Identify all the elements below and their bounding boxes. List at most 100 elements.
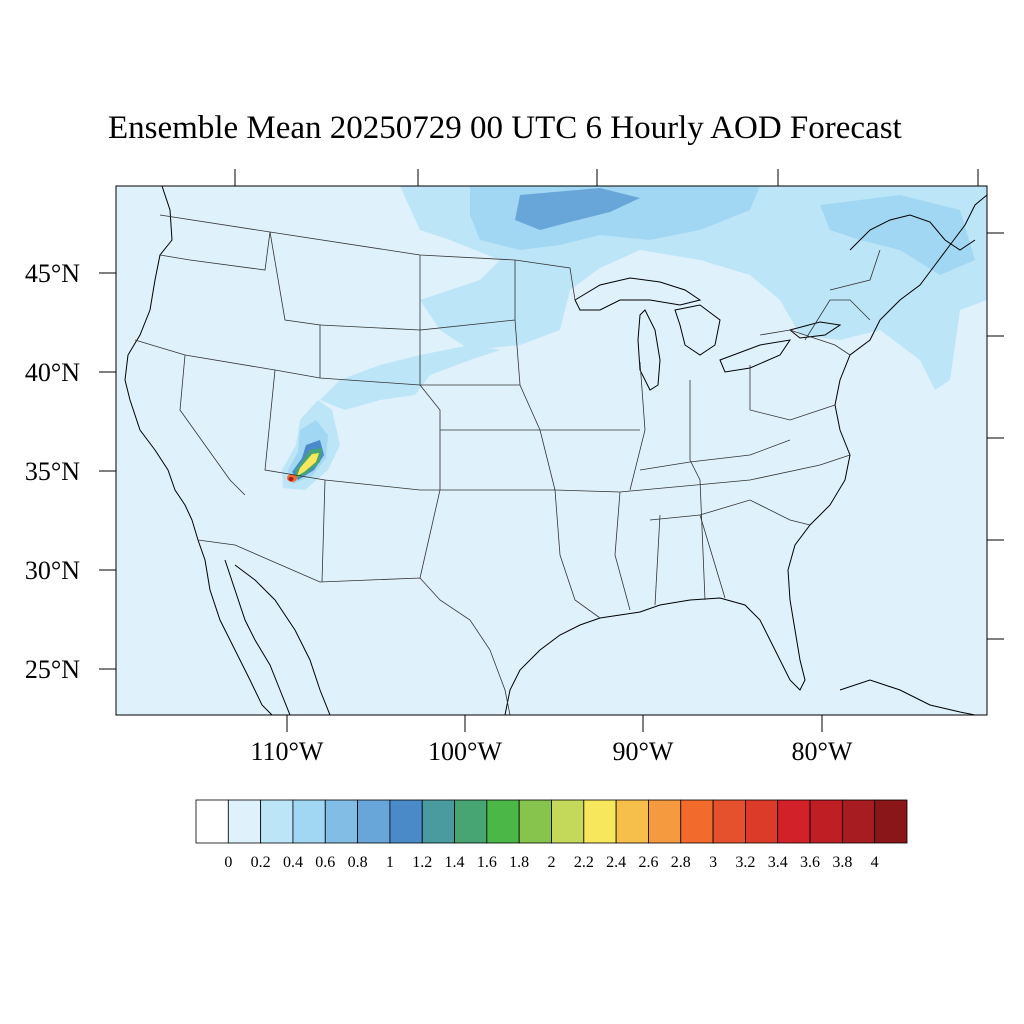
border-canada	[159, 214, 576, 301]
coastline-baja	[197, 539, 273, 715]
colorbar-swatch	[421, 799, 455, 844]
colorbar-swatch	[745, 799, 779, 844]
border-states-23	[759, 329, 851, 356]
coastline-west	[124, 186, 199, 541]
colorbar-tick-label: 2.2	[574, 854, 594, 871]
top-ticks	[234, 169, 979, 186]
colorbar-tick-label: 2.8	[671, 854, 691, 871]
fire-hotspot-red	[288, 477, 294, 481]
colorbar-swatch	[874, 799, 908, 844]
left-ticks	[99, 272, 116, 670]
colorbar-swatch	[518, 799, 552, 844]
bottom-ticks	[286, 715, 823, 732]
colorbar-swatch	[260, 799, 294, 844]
border-states-18	[639, 439, 791, 471]
coastline-cuba	[839, 679, 976, 715]
colorbar-tick-label: 1.6	[477, 854, 497, 871]
colorbar-swatch	[454, 799, 488, 844]
colorbar-tick-label: 3.4	[768, 854, 788, 871]
colorbar-tick-label: 0	[224, 854, 232, 871]
colorbar-tick-label: 2	[548, 854, 556, 871]
colorbar-tick-label: 1.4	[445, 854, 465, 871]
lon-label: 80°W	[792, 737, 853, 766]
colorbar-swatch	[389, 799, 423, 844]
colorbar-swatch	[648, 799, 682, 844]
colorbar-tick-label: 0.8	[348, 854, 368, 871]
smoke-band-central	[320, 345, 500, 410]
border-states-6	[419, 384, 441, 579]
border-states-9	[419, 255, 516, 331]
colorbar-swatch	[227, 799, 262, 844]
coastline-sonora	[234, 564, 331, 715]
colorbar-swatch	[551, 799, 585, 844]
map-frame	[115, 185, 988, 716]
border-states-8	[269, 231, 321, 378]
colorbar-swatch	[712, 799, 746, 844]
lon-labels: 110°W 100°W 90°W 80°W	[251, 737, 853, 766]
lake-superior	[574, 277, 702, 311]
lon-label: 100°W	[428, 737, 502, 766]
colorbar-tick-label: 3.8	[832, 854, 852, 871]
lake-michigan	[637, 309, 661, 391]
colorbar-tick-label: 2.6	[638, 854, 658, 871]
border-states-25	[829, 249, 881, 291]
colorbar-swatch	[841, 799, 876, 844]
lat-labels: 45°N 40°N 35°N 30°N 25°N	[25, 259, 80, 684]
colorbar-tick-label: 3.2	[735, 854, 755, 871]
border-states-15	[629, 361, 646, 491]
colorbar-tick-label: 1.8	[509, 854, 529, 871]
coastline-baja-gulf	[224, 559, 291, 715]
colorbar-tick-label: 2.4	[606, 854, 626, 871]
border-states-19	[749, 365, 836, 421]
colorbar-swatch	[486, 799, 520, 844]
border-states-24	[804, 299, 871, 341]
colorbar-tick-label: 0.2	[251, 854, 271, 871]
border-states-16	[689, 380, 706, 601]
right-ticks	[987, 232, 1004, 640]
map-title: Ensemble Mean 20250729 00 UTC 6 Hourly A…	[108, 110, 902, 146]
colorbar-swatch	[583, 799, 617, 844]
smoke-plume-north-dark	[515, 188, 640, 230]
colorbar-swatch	[680, 799, 714, 844]
colorbar-tick-label: 4	[871, 854, 879, 871]
lat-label: 25°N	[25, 655, 80, 684]
aod-field	[282, 186, 987, 490]
lon-label: 90°W	[613, 737, 674, 766]
state-borders	[134, 214, 881, 715]
colorbar-tick-label: 1	[386, 854, 394, 871]
lat-label: 30°N	[25, 556, 80, 585]
smoke-plume-north-mid2	[820, 195, 975, 275]
border-states-1	[159, 231, 271, 271]
border-states-12	[470, 489, 621, 493]
border-mexico	[197, 539, 511, 715]
colorbar-swatch	[777, 799, 811, 844]
colorbar-tick-label: 0.4	[283, 854, 303, 871]
colorbar-tick-label: 3.6	[800, 854, 820, 871]
border-states-13	[559, 554, 601, 619]
colorbar-labels: 0 0.2 0.4 0.6 0.8 1 1.2 1.4 1.6 1.8 2 2.2 2.4 2.6 2.8 3…	[224, 854, 878, 871]
colorbar-swatch	[292, 799, 326, 844]
border-states-21	[654, 514, 661, 606]
colorbar	[195, 799, 908, 844]
colorbar-tick-label: 3	[709, 854, 717, 871]
lat-label: 45°N	[25, 259, 80, 288]
border-states-14	[614, 491, 631, 611]
coastline-gulf	[504, 194, 987, 715]
border-states-3	[179, 354, 246, 496]
lat-label: 40°N	[25, 358, 80, 387]
lake-erie	[719, 339, 792, 373]
colorbar-tick-label: 0.6	[315, 854, 335, 871]
colorbar-tick-label: 1.2	[412, 854, 432, 871]
colorbar-swatch	[357, 799, 391, 844]
colorbar-swatch	[324, 799, 358, 844]
border-states-22	[699, 514, 726, 599]
colorbar-swatch	[195, 799, 229, 844]
colorbar-swatch	[809, 799, 843, 844]
border-states-2	[134, 339, 520, 386]
border-states-20	[649, 499, 811, 526]
lon-label: 110°W	[251, 737, 324, 766]
coastline-northeast	[849, 214, 976, 251]
border-states-17	[619, 454, 851, 493]
fire-plume-yellow	[297, 453, 319, 476]
